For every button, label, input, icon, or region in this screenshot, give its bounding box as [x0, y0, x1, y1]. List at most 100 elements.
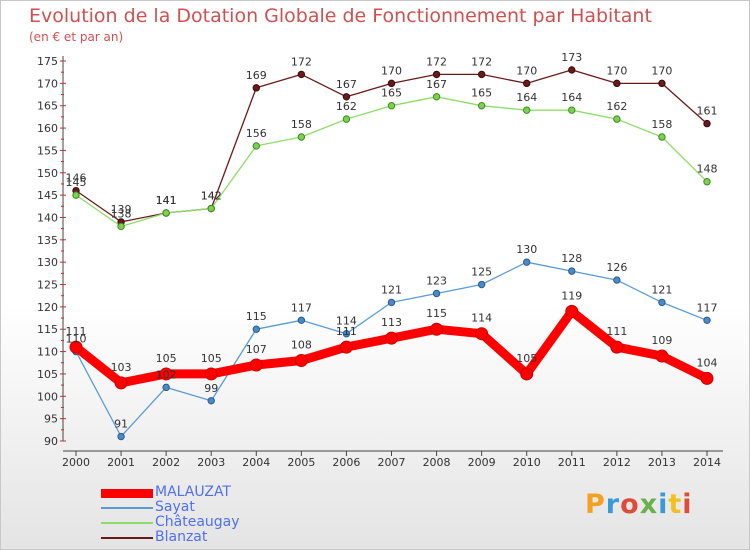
data-point	[477, 102, 486, 110]
data-label: 105	[201, 352, 222, 365]
data-point	[342, 93, 351, 101]
data-point	[204, 367, 218, 381]
data-label: 142	[201, 190, 222, 203]
data-point	[294, 354, 308, 368]
data-label: 115	[426, 307, 447, 320]
data-point	[297, 316, 306, 324]
data-label: 102	[156, 368, 177, 381]
data-label: 164	[561, 91, 582, 104]
data-label: 114	[336, 315, 357, 328]
data-label: 142	[201, 190, 222, 203]
legend-swatch	[101, 522, 153, 524]
data-label: 164	[516, 91, 537, 104]
logo-letter: x	[639, 489, 659, 520]
data-point	[252, 142, 260, 150]
series-ch-teaugay	[72, 93, 711, 231]
data-point	[613, 276, 621, 284]
legend-swatch	[101, 537, 153, 539]
x-tick-label: 2001	[107, 456, 135, 469]
data-label: 111	[606, 325, 627, 338]
logo-letter: i	[658, 489, 669, 520]
data-label: 113	[381, 316, 402, 329]
data-point	[117, 432, 125, 441]
y-tick-label: 95	[44, 413, 58, 426]
data-point	[565, 304, 579, 318]
data-label: 170	[651, 64, 672, 77]
data-label: 107	[246, 343, 267, 356]
x-tick-label: 2007	[378, 456, 406, 469]
data-point	[432, 70, 441, 79]
data-point	[432, 289, 441, 298]
data-point	[523, 258, 531, 266]
data-point	[432, 93, 441, 101]
data-label: 173	[561, 51, 582, 64]
data-point	[387, 298, 396, 307]
data-label: 123	[426, 274, 447, 287]
y-tick-label: 110	[37, 346, 58, 359]
data-label: 109	[651, 334, 672, 347]
data-label: 170	[606, 64, 627, 77]
data-point	[159, 367, 173, 381]
data-point	[252, 84, 260, 92]
data-point	[297, 133, 306, 141]
data-label: 110	[66, 333, 87, 346]
y-tick-label: 100	[37, 390, 58, 403]
logo-letter: t	[668, 489, 683, 520]
x-tick-label: 2012	[603, 456, 631, 469]
logo-letter: o	[620, 489, 640, 520]
y-tick-label: 165	[37, 100, 58, 113]
data-point	[430, 322, 444, 336]
data-label: 103	[111, 361, 132, 374]
logo-letter: i	[682, 489, 693, 520]
data-label: 162	[336, 100, 357, 113]
data-point	[387, 79, 396, 88]
x-tick-label: 2000	[62, 456, 90, 469]
data-label: 126	[606, 261, 627, 274]
chart-subtitle: (en € et par an)	[29, 30, 124, 44]
legend-swatch	[101, 507, 153, 509]
data-label: 172	[471, 55, 492, 68]
data-point	[162, 383, 170, 392]
data-point	[385, 331, 398, 345]
data-label: 169	[246, 69, 267, 82]
y-tick-label: 140	[37, 211, 58, 224]
data-label: 170	[516, 64, 537, 77]
data-label: 91	[114, 418, 128, 431]
data-point	[387, 102, 396, 110]
data-point	[658, 79, 666, 88]
logo-letter: r	[605, 489, 621, 520]
x-tick-label: 2004	[242, 456, 270, 469]
data-label: 158	[651, 118, 672, 131]
x-tick-label: 2013	[648, 456, 676, 469]
series-sayat	[72, 258, 711, 441]
x-tick-label: 2005	[287, 456, 315, 469]
data-label: 146	[66, 172, 87, 185]
data-point	[339, 340, 353, 354]
data-point	[114, 376, 128, 390]
data-label: 114	[471, 312, 492, 325]
data-point	[613, 115, 621, 123]
legend-label: Châteaugay	[155, 514, 240, 530]
y-tick-label: 150	[37, 167, 58, 180]
data-point	[162, 209, 170, 217]
legend-swatch	[101, 488, 153, 498]
data-point	[610, 340, 624, 354]
x-tick-label: 2002	[152, 456, 180, 469]
x-tick-label: 2010	[513, 456, 541, 469]
data-point	[207, 204, 215, 213]
data-point	[342, 115, 351, 123]
x-tick-label: 2009	[468, 456, 496, 469]
y-tick-label: 125	[37, 279, 58, 292]
data-point	[568, 267, 576, 275]
data-label: 162	[606, 100, 627, 113]
data-point	[477, 70, 486, 79]
data-label: 130	[516, 243, 537, 256]
data-label: 108	[291, 339, 312, 352]
data-point	[700, 371, 714, 385]
data-label: 156	[246, 127, 267, 140]
data-label: 119	[561, 289, 582, 302]
data-point	[72, 191, 80, 199]
y-tick-label: 175	[37, 55, 58, 68]
